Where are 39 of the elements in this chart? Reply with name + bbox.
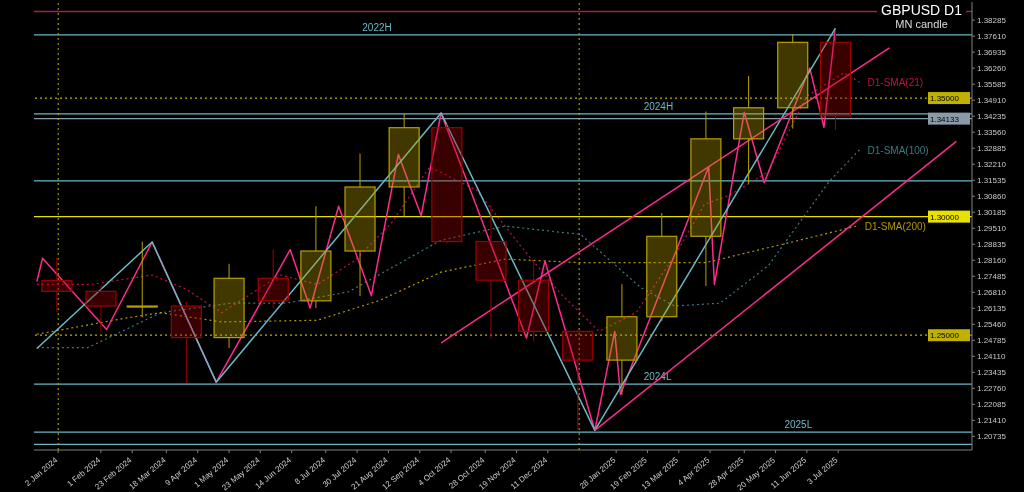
y-tick-label: 1.28835 [977, 240, 1007, 250]
y-tick-label: 1.35585 [977, 80, 1007, 90]
series-label: D1-SMA(100) [867, 144, 929, 156]
y-tick-label: 1.29510 [977, 224, 1007, 234]
ref-line-label: 2022H [362, 21, 392, 33]
ref-line-label: 2024H [643, 100, 674, 112]
y-tick-label: 1.20735 [977, 432, 1007, 442]
y-tick-label: 1.31535 [977, 176, 1007, 186]
series-label: D1-SMA(200) [864, 221, 926, 233]
y-tick-label: 1.23435 [977, 368, 1007, 378]
y-tick-label: 1.37610 [977, 31, 1007, 41]
y-tick-label: 1.24785 [977, 336, 1007, 346]
y-tick-label: 1.32885 [977, 144, 1007, 154]
y-tick-label: 1.26810 [977, 288, 1007, 298]
y-tick-label: 1.27485 [977, 272, 1007, 282]
ref-line-label: 1.25000 [930, 331, 960, 341]
y-tick-label: 1.36260 [977, 64, 1007, 74]
ref-line-label: 1.34133 [930, 114, 960, 124]
y-tick-label: 1.38285 [977, 15, 1007, 25]
y-tick-label: 1.34910 [977, 96, 1007, 106]
y-tick-label: 1.33560 [977, 128, 1007, 138]
text: MN candle [894, 18, 949, 30]
y-tick-label: 1.32210 [977, 160, 1007, 170]
y-tick-label: 1.24110 [977, 352, 1006, 362]
y-tick-label: 1.21410 [977, 416, 1007, 426]
y-tick-label: 1.28160 [977, 256, 1007, 266]
ref-line-label: 1.35000 [930, 94, 960, 104]
y-tick-label: 1.22085 [977, 400, 1007, 410]
chart-title: GBPUSD D1 [881, 2, 962, 18]
y-tick-label: 1.26135 [977, 304, 1007, 314]
ref-line-label: 2025L [784, 419, 813, 431]
series-label: D1-SMA(21) [867, 77, 924, 89]
ref-line-label: 1.30000 [930, 212, 960, 222]
y-tick-label: 1.25460 [977, 320, 1007, 330]
y-tick-label: 1.30185 [977, 208, 1007, 218]
y-tick-label: 1.22760 [977, 384, 1007, 394]
y-tick-label: 1.34235 [977, 112, 1007, 122]
y-tick-label: 1.30860 [977, 192, 1007, 202]
y-tick-label: 1.36935 [977, 48, 1007, 57]
